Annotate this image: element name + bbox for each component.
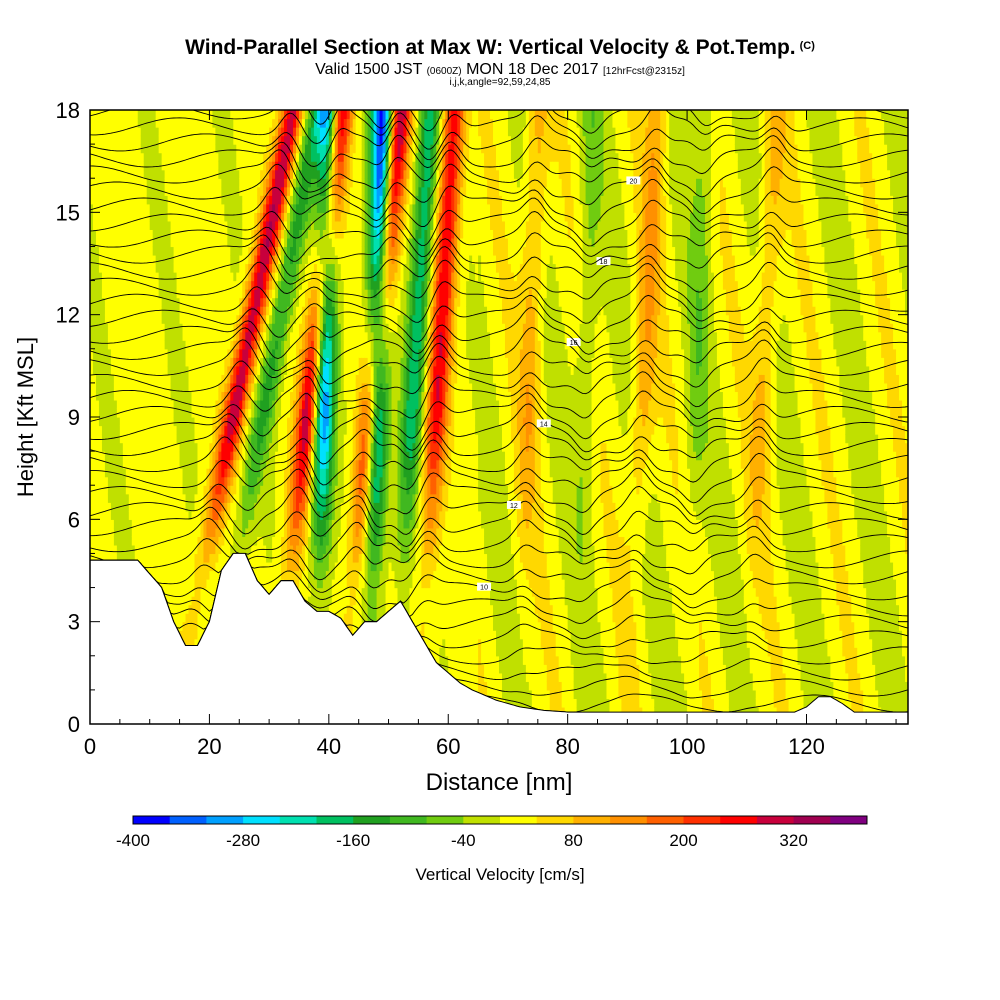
cross-section-chart: 101214161820 0 20 40 60 80 100 1200369121518 D…: [0, 0, 1000, 1000]
